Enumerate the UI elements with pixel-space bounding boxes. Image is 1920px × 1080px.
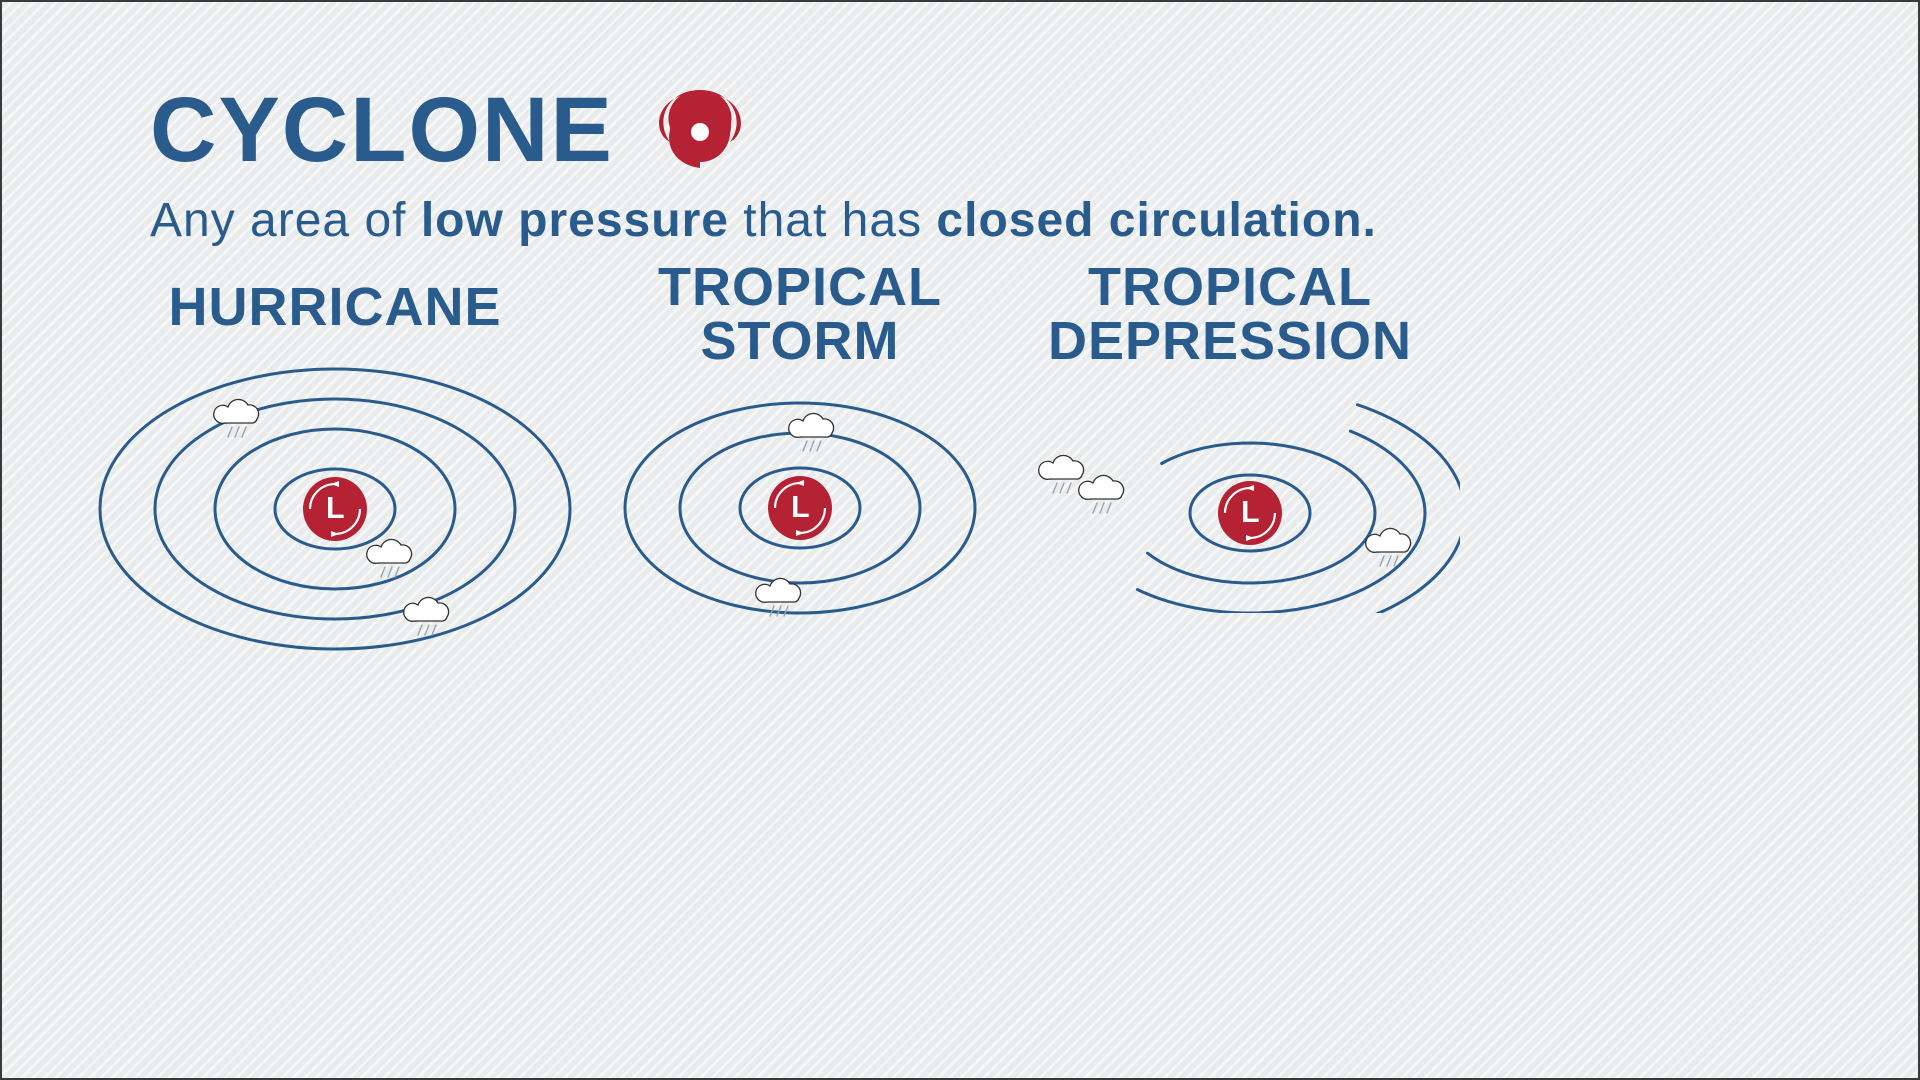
diagram-tropical-depression: L [1000, 393, 1460, 613]
panel-title-line2: DEPRESSION [1048, 311, 1412, 371]
header: CYCLONE Any area of low pressure that ha… [150, 78, 1377, 248]
panel-title-line2: STORM [700, 311, 899, 371]
frame-border-top [0, 0, 1920, 2]
panel-title-line1: TROPICAL [658, 257, 942, 317]
panel-tropical-storm: TROPICAL STORM L [600, 260, 1000, 623]
page-subtitle: Any area of low pressure that has closed… [150, 193, 1377, 248]
panel-hurricane: HURRICANE L [85, 280, 585, 659]
svg-text:L: L [1241, 495, 1259, 529]
svg-text:L: L [326, 491, 344, 525]
panel-title-line1: TROPICAL [1088, 257, 1372, 317]
diagram-tropical-storm: L [600, 393, 1000, 623]
panel-title-tropical-depression: TROPICAL DEPRESSION [1000, 260, 1460, 368]
panel-title-tropical-storm: TROPICAL STORM [600, 260, 1000, 368]
subtitle-bold-2: closed circulation. [936, 194, 1376, 247]
subtitle-text-mid: that has [729, 194, 936, 247]
diagram-hurricane: L [85, 359, 585, 659]
hurricane-icon [650, 82, 750, 187]
panel-title-hurricane: HURRICANE [85, 280, 585, 334]
panel-tropical-depression: TROPICAL DEPRESSION L [1000, 260, 1460, 613]
frame-border-left [0, 0, 2, 1080]
subtitle-bold-1: low pressure [421, 194, 729, 247]
subtitle-text-pre: Any area of [150, 194, 421, 247]
page-title: CYCLONE [150, 78, 1377, 183]
svg-text:L: L [791, 490, 809, 524]
